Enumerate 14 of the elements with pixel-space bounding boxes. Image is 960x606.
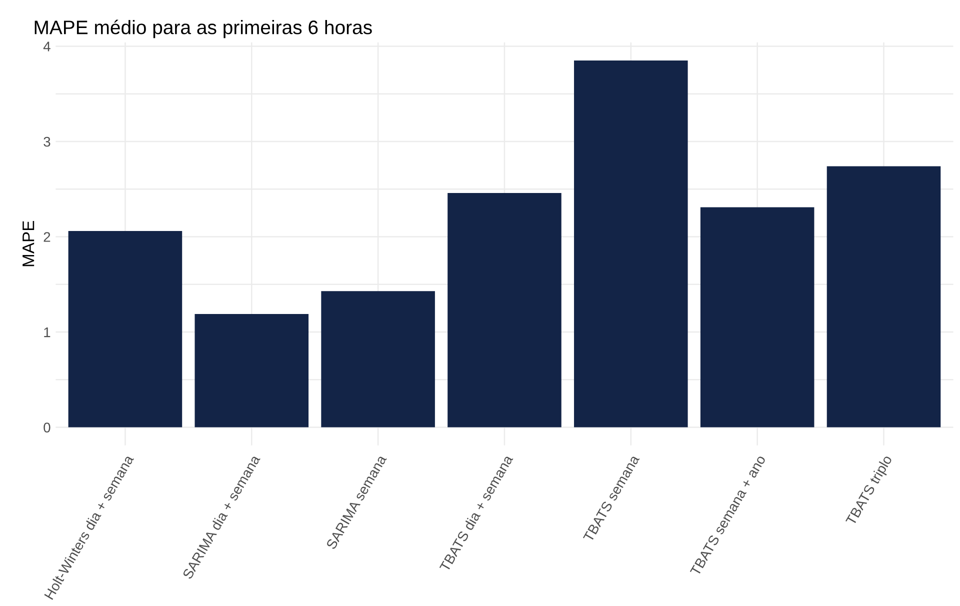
bar [574,60,688,428]
bar [826,166,941,428]
chart-title: MAPE médio para as primeiras 6 horas [34,20,372,38]
y-tick-label: 1 [44,328,50,338]
y-axis-title: MAPE [22,221,34,266]
y-tick-label: 3 [44,136,50,147]
bar [700,207,814,428]
y-tick-label: 0 [44,422,50,432]
y-tick-label: 2 [44,232,50,242]
bar [68,231,182,428]
y-tick-label: 4 [43,42,50,52]
bar [194,314,309,428]
bar [321,291,435,428]
bar [448,192,562,428]
